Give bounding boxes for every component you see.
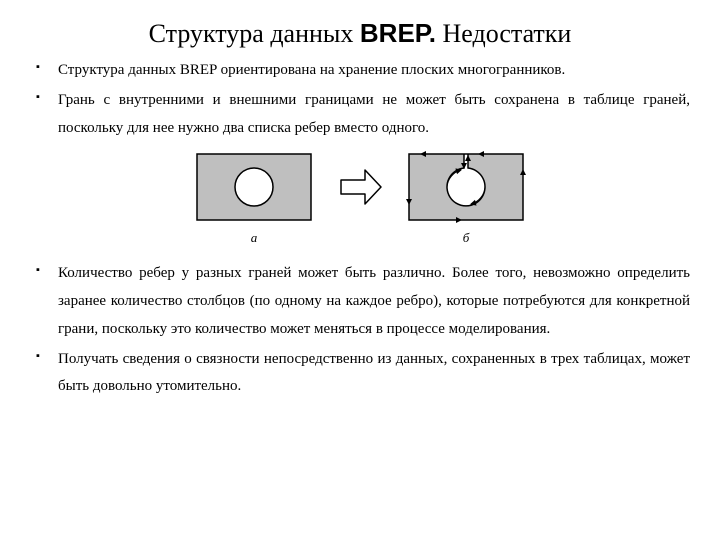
bullet-text: Грань с внутренними и внешними границами… xyxy=(58,92,690,136)
bullet-text: Получать сведения о связности непосредст… xyxy=(58,351,690,395)
figure-panel-b: б xyxy=(401,146,531,246)
bullet-item: Количество ребер у разных граней может б… xyxy=(30,260,690,343)
diagram-a-svg xyxy=(189,146,319,228)
title-post: Недостатки xyxy=(436,19,571,48)
figure-arrow xyxy=(335,146,385,246)
arrow-icon xyxy=(335,146,385,228)
bullet-item: Грань с внутренними и внешними границами… xyxy=(30,87,690,143)
diagram-b-face xyxy=(409,154,523,220)
bullet-list: Структура данных BREP ориентирована на х… xyxy=(30,57,690,142)
title-pre: Структура данных xyxy=(149,19,360,48)
figure-label-b: б xyxy=(463,230,470,246)
slide-title: Структура данных BREP. Недостатки xyxy=(30,18,690,49)
figure-panel-a: а xyxy=(189,146,319,246)
bullet-list-2: Количество ребер у разных граней может б… xyxy=(30,260,690,401)
figure-label-a: а xyxy=(251,230,258,246)
bullet-item: Получать сведения о связности непосредст… xyxy=(30,346,690,402)
figure-arrow-spacer xyxy=(358,230,361,246)
slide: Структура данных BREP. Недостатки Структ… xyxy=(0,0,720,540)
bullet-text: Количество ребер у разных граней может б… xyxy=(58,265,690,337)
bullet-text: Структура данных BREP ориентирована на х… xyxy=(58,62,565,78)
bullet-item: Структура данных BREP ориентирована на х… xyxy=(30,57,690,85)
figure: а xyxy=(30,146,690,246)
title-brep: BREP. xyxy=(360,18,436,48)
diagram-a-hole xyxy=(235,168,273,206)
diagram-b-svg xyxy=(401,146,531,228)
